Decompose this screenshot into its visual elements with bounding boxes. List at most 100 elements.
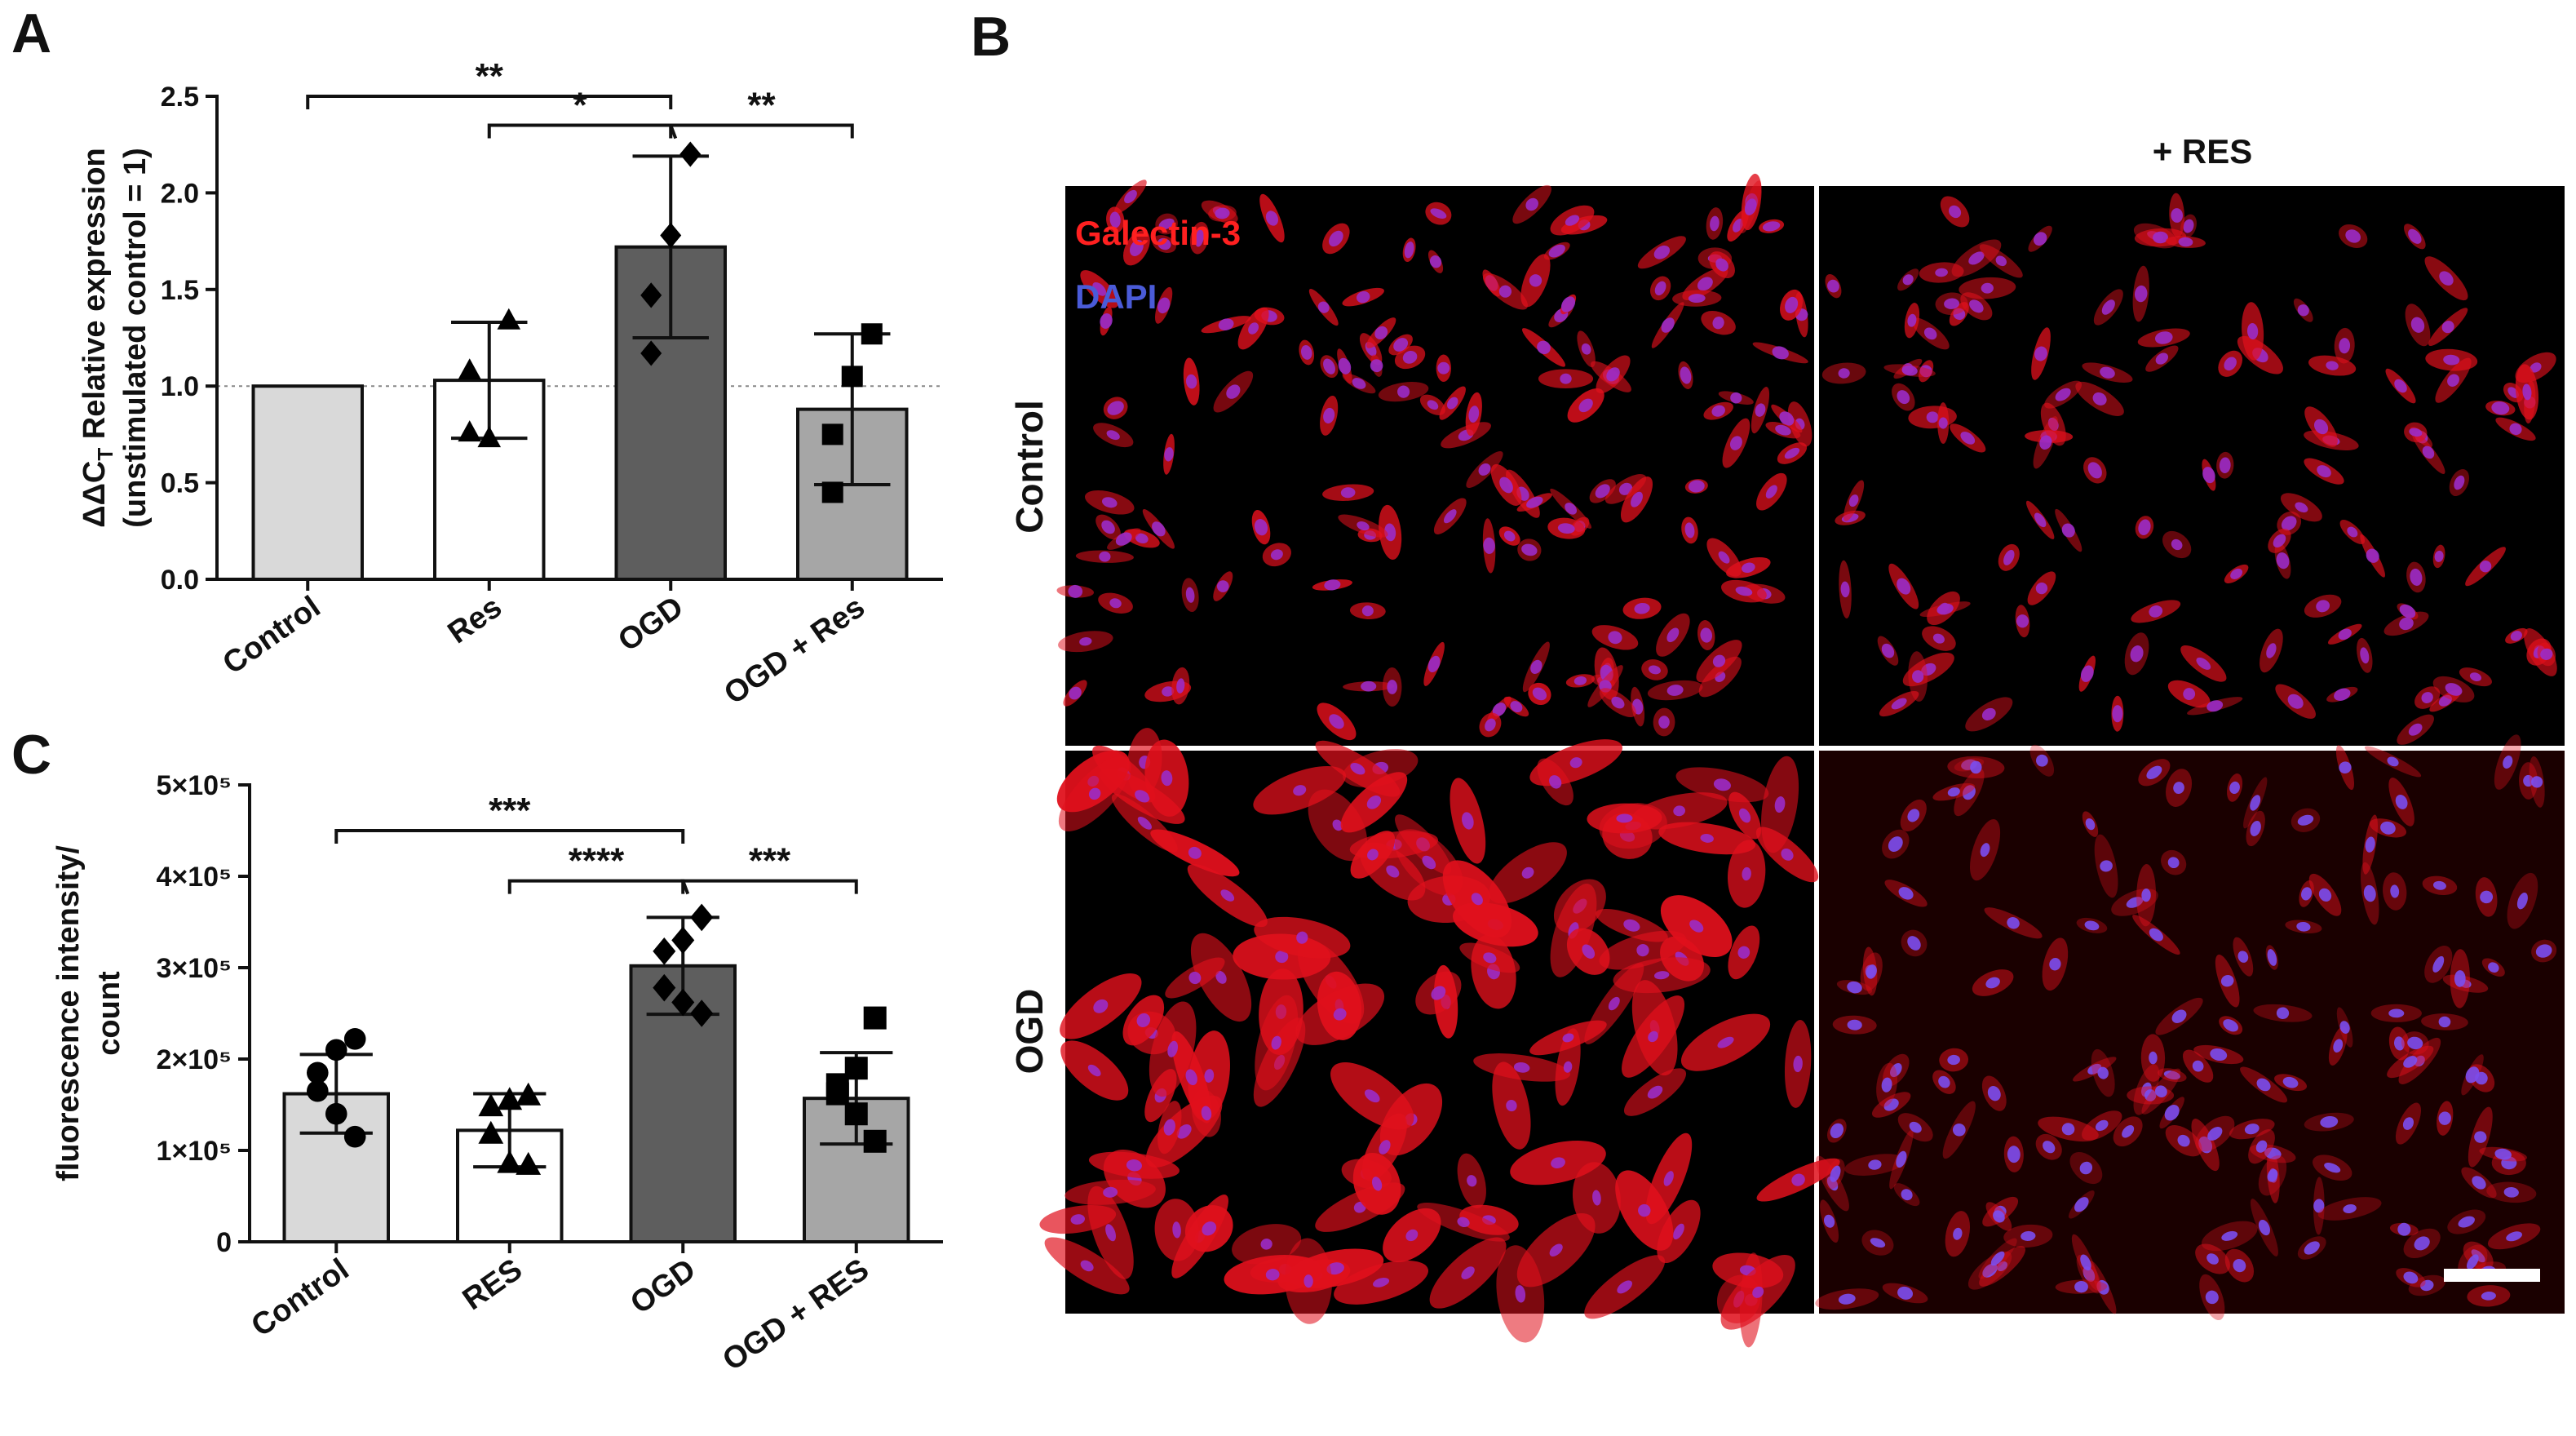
cell-nucleus [2021,1230,2036,1241]
cell-nucleus [1087,1064,1101,1077]
cell-nucleus [1163,1119,1175,1136]
cell-nucleus [1830,1123,1844,1139]
data-point-1-3 [458,358,482,380]
cell-nucleus [2516,892,2528,910]
cell-nucleus [2403,1056,2418,1068]
cell-nucleus [2219,457,2231,474]
cell-nucleus [2301,887,2313,901]
cell-nucleus [1215,970,1227,984]
cell-nucleus [2146,765,2162,779]
data-point-3-2 [821,423,843,445]
cell-nucleus [2016,614,2029,628]
data-point-3-4 [844,1102,868,1126]
cell-nucleus [2244,1124,2260,1135]
chart-a: 0.0 0.5 1.0 1.5 2.0 2.5 Control Res OGD OGD + Res… [77,56,943,711]
cell-nucleus [1374,326,1388,339]
cell-nucleus [1993,1210,2005,1223]
cell-nucleus [1847,1019,1862,1030]
cell-nucleus [1443,509,1457,524]
cell-nucleus [2276,1007,2290,1020]
cell-nucleus [1185,1069,1197,1086]
cell-nucleus [2408,723,2423,736]
cell-nucleus [2007,1146,2021,1163]
cell-nucleus [2395,794,2408,809]
cell-nucleus [2432,955,2445,973]
cell-nucleus [1293,785,1307,796]
cell-nucleus [1666,627,1680,643]
cell-nucleus [2343,1204,2357,1213]
cell-nucleus [2061,523,2075,538]
cell-nucleus [2155,352,2169,365]
cell-nucleus [1503,530,1516,542]
cell-nucleus [2084,920,2100,931]
cell-nucleus [1901,1189,1913,1201]
significance-label-0: ** [476,56,504,96]
cell-nucleus [1161,770,1173,787]
cell-nucleus [2055,388,2071,401]
cell-nucleus [1775,424,1791,436]
chart-c: 0 1×10⁵ 2×10⁵ 3×10⁵ 4×10⁵ 5×10⁵ Control RES OGD O… [51,770,943,1378]
cell-nucleus [1970,760,1982,774]
cell-nucleus [2333,1039,2344,1053]
cell-nucleus [1661,317,1675,333]
cell-nucleus [2339,338,2351,354]
cell-nucleus [1521,866,1534,879]
cell-nucleus [1204,1069,1215,1083]
cell-nucleus [1185,374,1197,389]
cell-nucleus [1765,485,1777,499]
y-tick-label-2: 2×10⁵ [156,1044,232,1075]
cell-nucleus [1107,401,1124,415]
cell-nucleus [1868,1159,1882,1170]
cell-nucleus [1653,971,1670,980]
cell-nucleus [1560,296,1576,312]
cell-nucleus [2408,228,2422,244]
cell-nucleus [1437,361,1450,375]
data-point-2-1 [671,926,695,955]
cell-nucleus [1333,1008,1347,1021]
cell-nucleus [1549,775,1562,789]
cell-nucleus [2171,1009,2187,1023]
cell-nucleus [2092,392,2107,406]
cell-nucleus [1654,281,1666,295]
cell-nucleus [2365,836,2375,853]
cell-nucleus [2540,648,2553,660]
cell-nucleus [2338,628,2352,640]
significance-label-1: * [573,86,587,126]
cell-nucleus [2183,219,2194,233]
cell-nucleus [1352,378,1366,389]
cell-nucleus [1595,484,1610,499]
cell-nucleus [2033,232,2047,246]
cell-nucleus [2210,1048,2228,1061]
cell-nucleus [1265,211,1278,226]
cell-nucleus [2438,694,2452,707]
cell-nucleus [1673,1223,1684,1240]
cell-nucleus [2458,1216,2475,1228]
cell-nucleus [2324,1163,2341,1173]
cell-nucleus [2523,774,2534,787]
cell-nucleus [1271,1035,1281,1050]
category-label-0: Control [217,590,327,681]
cell-nucleus [1866,964,1877,979]
cell-nucleus [1402,351,1418,364]
cell-nucleus [2345,229,2361,243]
cell-nucleus [2445,683,2463,696]
cell-nucleus [2130,645,2144,663]
cell-nucleus [1636,944,1649,957]
cell-nucleus [2447,374,2459,387]
cell-nucleus [2207,1127,2223,1141]
row-label-ogd: OGD [1008,989,1051,1075]
cell-nucleus [2438,1016,2451,1028]
cell-nucleus [1581,343,1591,355]
cell-nucleus [1324,579,1341,591]
cell-nucleus [2363,884,2376,902]
data-point-3-0 [861,323,883,345]
cell-nucleus [1164,447,1174,462]
cell-nucleus [1909,1121,1922,1133]
cell-nucleus [1069,686,1082,700]
cell-nucleus [1254,519,1268,536]
significance-bracket-2 [680,879,858,895]
panel-letter-b: B [971,6,1011,68]
cell-nucleus [1710,215,1720,232]
cell-nucleus [1162,686,1175,697]
cell-nucleus [2177,1134,2190,1147]
